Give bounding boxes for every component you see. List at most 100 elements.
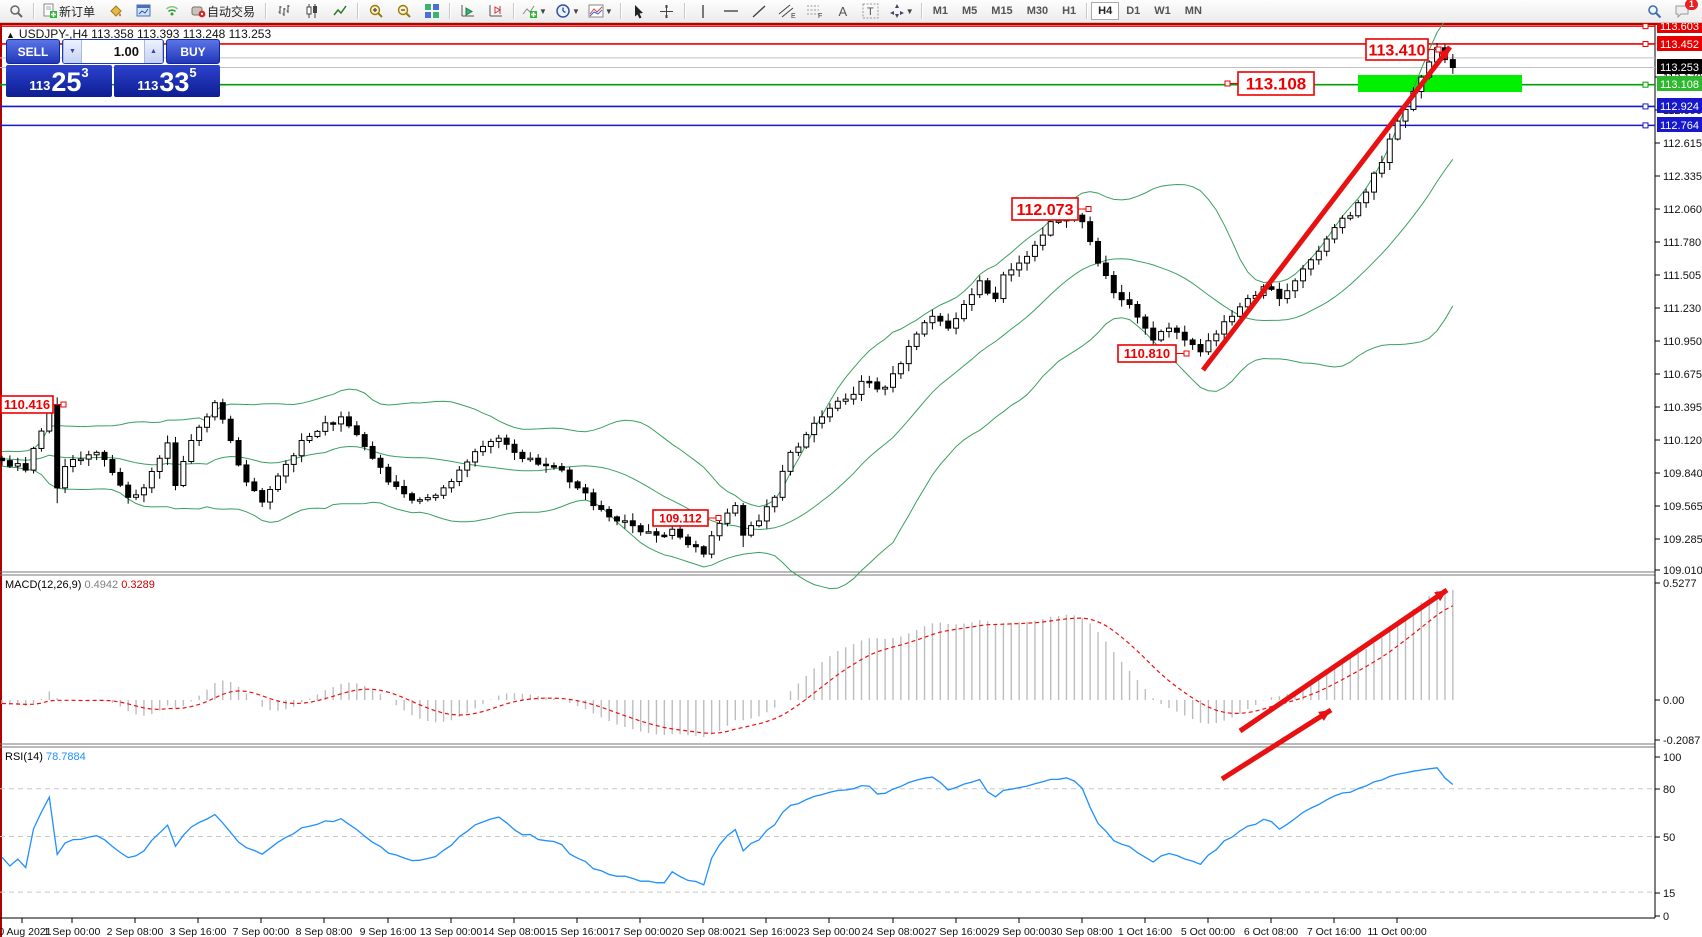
timeframe-m1[interactable]: M1 <box>932 5 948 17</box>
fibonacci-tool-icon[interactable]: F <box>802 0 828 22</box>
rsi-trend-arrow[interactable] <box>1220 707 1333 782</box>
svg-text:8 Sep 08:00: 8 Sep 08:00 <box>296 926 353 937</box>
sell-price-pip: 3 <box>81 65 89 80</box>
timeframe-h4[interactable]: H4 <box>1091 2 1120 20</box>
arrows-tool-button[interactable]: ▼ <box>886 0 917 22</box>
line-handle[interactable] <box>1642 23 1649 30</box>
toolbar-separator <box>33 3 35 19</box>
svg-text:13 Sep 00:00: 13 Sep 00:00 <box>420 926 483 937</box>
price-axis: 113.170112.890112.615112.335112.060111.7… <box>1655 23 1702 577</box>
chart-shift-icon[interactable] <box>483 0 509 22</box>
svg-text:113.410: 113.410 <box>1369 42 1426 59</box>
svg-text:29 Sep 00:00: 29 Sep 00:00 <box>988 926 1051 937</box>
svg-text:1 Sep 00:00: 1 Sep 00:00 <box>44 926 101 937</box>
timeframe-m30[interactable]: M30 <box>1026 5 1049 17</box>
sell-price-handle: 113 <box>29 78 51 93</box>
search-icon[interactable] <box>3 0 29 22</box>
rsi-trend-arrow-head <box>1318 710 1331 721</box>
timeframe-m5[interactable]: M5 <box>962 5 978 17</box>
line-handle[interactable] <box>1642 81 1649 88</box>
tile-windows-icon[interactable] <box>419 0 445 22</box>
periods-button[interactable]: ▼ <box>552 0 583 22</box>
new-order-button[interactable]: 新订单 <box>39 0 101 22</box>
crosshair-icon[interactable] <box>654 0 680 22</box>
indicators-button[interactable]: ▼ <box>519 0 550 22</box>
cursor-icon[interactable] <box>626 0 652 22</box>
svg-text:30 Sep 08:00: 30 Sep 08:00 <box>1051 926 1114 937</box>
sell-button[interactable]: SELL <box>6 39 60 64</box>
price-label-113.108[interactable] <box>1237 71 1315 96</box>
svg-text:T: T <box>867 6 874 18</box>
svg-text:23 Sep 00:00: 23 Sep 00:00 <box>798 926 861 937</box>
svg-text:100: 100 <box>1663 752 1681 764</box>
notifications-chat-button[interactable]: 1 <box>1669 0 1698 22</box>
svg-text:110.810: 110.810 <box>1124 346 1170 361</box>
supply-zone-rectangle[interactable] <box>1358 75 1522 92</box>
line-handle[interactable] <box>1642 122 1649 129</box>
volume-increase-button[interactable]: ▲ <box>144 40 163 63</box>
toolbar-separator <box>1086 3 1089 19</box>
text-tool-icon[interactable]: A <box>838 3 848 19</box>
signal-icon[interactable] <box>159 0 185 22</box>
price-label-110.416[interactable] <box>0 395 54 414</box>
line-handle[interactable] <box>1642 103 1649 110</box>
price-label-110.810[interactable] <box>1117 344 1177 363</box>
rsi-layer <box>0 767 1653 893</box>
line-chart-icon[interactable] <box>327 0 353 22</box>
chevron-down-icon: ▼ <box>539 6 547 16</box>
sell-price-display[interactable]: 113 25 3 <box>6 65 112 97</box>
auto-scroll-icon[interactable] <box>455 0 481 22</box>
bar-chart-icon[interactable] <box>271 0 297 22</box>
price-label-112.073[interactable] <box>1011 197 1079 221</box>
channel-tool-icon[interactable]: E <box>774 0 800 22</box>
buy-price-display[interactable]: 113 33 5 <box>114 65 220 97</box>
svg-text:109.840: 109.840 <box>1663 468 1702 480</box>
zoom-in-icon[interactable] <box>363 0 389 22</box>
timeframe-m15[interactable]: M15 <box>991 5 1013 17</box>
zoom-out-icon[interactable] <box>391 0 417 22</box>
toolbar-separator <box>449 3 452 19</box>
auto-trading-button[interactable]: 自动交易 <box>187 0 261 22</box>
collapse-arrow-icon[interactable]: ▲ <box>6 30 15 40</box>
macd-trend-arrow[interactable] <box>1238 587 1449 734</box>
vertical-line-tool-icon[interactable] <box>690 0 716 22</box>
profile-chart-icon[interactable] <box>131 0 157 22</box>
volume-value[interactable]: 1.00 <box>113 44 139 59</box>
main-trend-arrow-head <box>1438 47 1450 60</box>
svg-text:110.416: 110.416 <box>4 397 50 412</box>
svg-text:20 Sep 08:00: 20 Sep 08:00 <box>672 926 735 937</box>
macd-signal-value: 0.3289 <box>121 579 155 591</box>
svg-text:7 Sep 00:00: 7 Sep 00:00 <box>233 926 290 937</box>
chart-canvas[interactable]: 113.170112.890112.615112.335112.060111.7… <box>0 23 1702 937</box>
price-label-113.410[interactable] <box>1365 38 1429 61</box>
svg-text:109.010: 109.010 <box>1663 565 1702 577</box>
horizontal-line-tool-icon[interactable] <box>718 0 744 22</box>
price-label-109.112[interactable] <box>652 509 709 527</box>
buy-price-pip: 5 <box>189 65 197 80</box>
styles-bucket-icon[interactable] <box>103 0 129 22</box>
timeframe-mn[interactable]: MN <box>1184 5 1202 17</box>
timeframe-w1[interactable]: W1 <box>1154 5 1171 17</box>
buy-price-main: 33 <box>159 67 190 97</box>
timeframe-d1[interactable]: D1 <box>1126 5 1141 17</box>
price-label-annotations: 113.410 113.108 112.073 110.416 110.810 109.1… <box>0 38 1442 527</box>
svg-text:11 Oct 00:00: 11 Oct 00:00 <box>1367 926 1427 937</box>
line-handle[interactable] <box>1642 40 1649 47</box>
buy-price-handle: 113 <box>137 78 159 93</box>
new-order-label: 新订单 <box>59 4 96 19</box>
volume-decrease-button[interactable]: ▼ <box>63 40 82 63</box>
svg-text:9 Sep 16:00: 9 Sep 16:00 <box>360 926 417 937</box>
search-icon[interactable] <box>1641 0 1667 22</box>
candlestick-chart-icon[interactable] <box>299 0 325 22</box>
text-label-tool-icon[interactable]: T <box>858 0 884 22</box>
svg-text:110.950: 110.950 <box>1663 336 1702 348</box>
trendline-tool-icon[interactable] <box>746 0 772 22</box>
chevron-down-icon: ▼ <box>604 6 613 16</box>
timeframe-h1[interactable]: H1 <box>1062 5 1077 17</box>
templates-button[interactable]: ▼ <box>585 0 616 22</box>
main-trend-arrow[interactable] <box>1201 45 1452 372</box>
buy-button[interactable]: BUY <box>166 39 220 64</box>
svg-text:112.060: 112.060 <box>1663 204 1702 216</box>
